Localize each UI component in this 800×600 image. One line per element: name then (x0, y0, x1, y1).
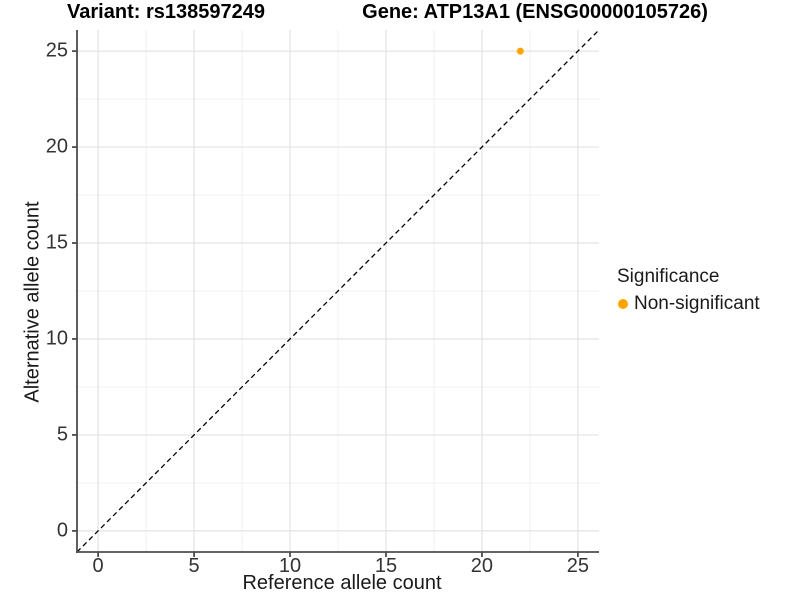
legend-title: Significance (617, 266, 720, 287)
y-tick-label: 5 (56, 423, 68, 446)
identity-dashed-line (76, 29, 600, 553)
x-tick-label: 0 (92, 555, 104, 577)
y-tick-label: 0 (56, 519, 68, 542)
variant-title: Variant: rs138597249 (67, 1, 265, 23)
y-tick-label: 10 (45, 327, 68, 350)
x-tick-label: 20 (470, 555, 494, 577)
x-tick-label: 5 (188, 555, 200, 577)
gene-title: Gene: ATP13A1 (ENSG00000105726) (362, 1, 708, 23)
y-tick-label: 15 (45, 231, 68, 254)
x-tick-label: 15 (374, 555, 398, 577)
y-tick-label: 20 (45, 135, 68, 158)
legend-item-label: Non-significant (634, 293, 760, 314)
x-tick-label: 25 (566, 555, 589, 577)
y-tick-label: 25 (45, 39, 68, 62)
legend: Significance Non-significant (611, 266, 760, 315)
legend-key-dot-icon (618, 299, 628, 309)
legend-item-non-significant: Non-significant (618, 293, 760, 315)
x-tick-label: 10 (278, 555, 302, 577)
data-point (516, 47, 524, 55)
x-axis-title: Reference allele count (242, 572, 442, 594)
